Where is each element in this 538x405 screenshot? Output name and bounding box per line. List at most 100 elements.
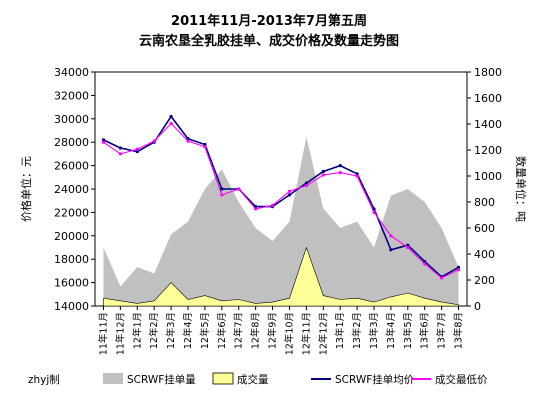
x-tick-label-20: 13年7月	[436, 312, 448, 349]
y-left-tick-label-1: 16000	[54, 277, 89, 290]
x-tick-label-21: 13年8月	[453, 312, 465, 349]
y-axis-left-label: 价格单位：元	[19, 156, 33, 222]
series-3-point-5	[186, 139, 190, 143]
series-3-point-10	[270, 203, 275, 207]
series-3-point-0	[101, 140, 106, 144]
x-tick-label-15: 13年2月	[351, 312, 363, 349]
series-2-point-9	[254, 205, 258, 209]
series-2-point-7	[220, 187, 224, 191]
y-right-tick-label-0: 0	[474, 300, 481, 313]
series-3-point-16	[372, 210, 376, 214]
series-3-point-7	[220, 193, 224, 197]
legend-label-1: 成交量	[237, 373, 269, 386]
series-3-point-21	[456, 268, 461, 272]
series-2-point-15	[355, 172, 359, 176]
x-tick-label-0: 11年11月	[97, 312, 109, 355]
x-tick-label-14: 13年1月	[334, 312, 346, 349]
series-3-point-12	[304, 183, 308, 188]
series-2-point-12	[304, 181, 308, 185]
series-3-point-20	[440, 276, 444, 280]
series-2-point-21	[456, 265, 461, 269]
y-right-tick-label-6: 1200	[474, 144, 502, 157]
y-left-tick-label-2: 18000	[54, 253, 89, 266]
series-3-point-17	[389, 234, 393, 238]
axis-layer: 1400016000180002000022000240002600028000…	[54, 66, 502, 355]
series-2-point-17	[389, 248, 393, 252]
x-tick-label-12: 12年11月	[300, 312, 312, 355]
x-tick-label-4: 12年3月	[165, 312, 177, 349]
series-2-point-16	[372, 207, 376, 211]
y-left-tick-label-7: 28000	[54, 136, 89, 149]
x-tick-label-2: 12年1月	[131, 312, 143, 349]
series-2-point-2	[135, 150, 139, 154]
series-2-point-1	[118, 146, 122, 150]
series-3-point-3	[152, 139, 156, 143]
legend-label-3: 成交最低价	[435, 373, 488, 386]
y-left-tick-label-6: 26000	[54, 160, 89, 173]
series-3-point-9	[254, 207, 258, 211]
series-3-point-18	[406, 245, 410, 250]
x-tick-label-18: 13年5月	[402, 312, 414, 349]
point-layer	[101, 114, 461, 280]
series-3-point-19	[423, 262, 427, 266]
x-tick-label-19: 13年6月	[419, 312, 431, 349]
series-1-area	[103, 246, 459, 307]
x-tick-label-7: 12年6月	[216, 312, 228, 349]
series-3-point-8	[237, 187, 241, 191]
x-tick-label-6: 12年5月	[199, 312, 211, 349]
x-tick-label-3: 12年2月	[148, 312, 160, 349]
series-2-point-18	[406, 243, 410, 247]
series-3-point-2	[135, 147, 139, 151]
chart-subtitle: 云南农垦全乳胶挂单、成交价格及数量走势图	[139, 33, 399, 49]
x-tick-label-11: 12年10月	[283, 312, 295, 355]
series-2-point-4	[169, 114, 173, 119]
series-2-point-5	[186, 137, 190, 141]
x-tick-label-13: 12年12月	[317, 312, 329, 355]
area-layer	[103, 137, 459, 307]
legend: SCRWF挂单量 成交量 SCRWF挂单均价 成交最低价	[103, 372, 488, 386]
series-3-point-1	[118, 152, 122, 156]
x-tick-label-16: 13年3月	[368, 312, 380, 349]
y-left-tick-label-3: 20000	[54, 230, 89, 243]
y-left-tick-label-8: 30000	[54, 113, 89, 126]
y-axis-right-label: 数量单位：吨	[514, 156, 528, 222]
line-layer	[103, 115, 459, 279]
y-right-tick-label-4: 800	[474, 196, 495, 209]
series-2-line	[103, 115, 459, 278]
y-right-tick-label-7: 1400	[474, 118, 502, 131]
series-3-point-6	[203, 145, 207, 149]
x-tick-label-17: 13年4月	[385, 312, 397, 349]
y-right-tick-label-5: 1000	[474, 170, 502, 183]
legend-label-0: SCRWF挂单量	[127, 373, 196, 386]
series-2-point-19	[423, 259, 427, 264]
credit-text: zhyj制	[28, 373, 60, 386]
y-right-tick-label-9: 1800	[474, 66, 502, 79]
y-left-tick-label-4: 22000	[54, 206, 89, 219]
series-3-point-4	[169, 121, 173, 126]
y-right-tick-label-3: 600	[474, 222, 495, 235]
series-2-point-6	[203, 142, 207, 147]
y-left-tick-label-5: 24000	[54, 183, 89, 196]
x-tick-label-5: 12年4月	[182, 312, 194, 349]
y-right-tick-label-1: 200	[474, 274, 495, 287]
y-left-tick-label-0: 14000	[54, 300, 89, 313]
x-tick-label-10: 12年9月	[267, 312, 279, 349]
x-tick-label-1: 11年12月	[114, 312, 126, 355]
series-3-point-11	[287, 189, 292, 193]
legend-label-2: SCRWF挂单均价	[335, 373, 415, 386]
chart-title: 2011年11月-2013年7月第五周	[171, 13, 367, 29]
x-tick-label-8: 12年7月	[233, 312, 245, 349]
series-3-line	[103, 122, 459, 279]
series-2-point-11	[287, 193, 292, 197]
series-3-point-14	[338, 171, 342, 175]
y-left-tick-label-10: 34000	[54, 66, 89, 79]
x-tick-label-9: 12年8月	[250, 312, 262, 349]
y-left-tick-label-9: 32000	[54, 89, 89, 102]
legend-swatch-1	[212, 372, 234, 385]
y-right-tick-label-2: 400	[474, 248, 495, 261]
series-3-point-13	[321, 173, 325, 177]
series-2-point-14	[338, 164, 342, 168]
series-0-area	[103, 137, 459, 306]
y-right-tick-label-8: 1600	[474, 92, 502, 105]
